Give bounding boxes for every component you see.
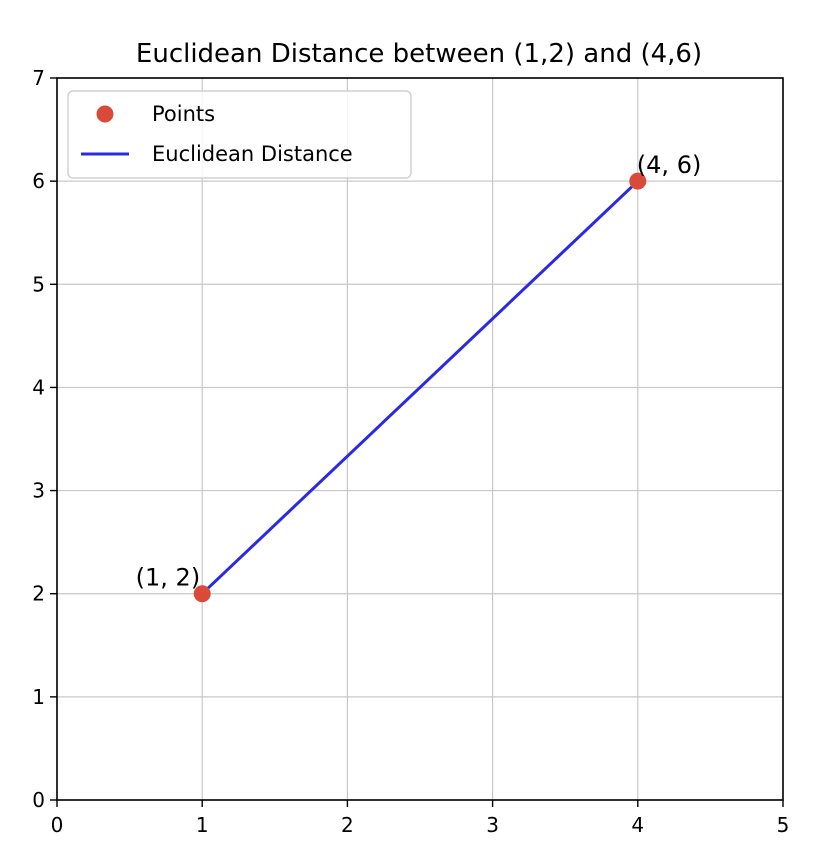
y-tick-label: 5 bbox=[32, 272, 45, 296]
y-tick-label: 0 bbox=[32, 788, 45, 812]
x-tick-label: 2 bbox=[341, 813, 354, 837]
x-tick-label: 4 bbox=[631, 813, 644, 837]
euclidean-distance-line bbox=[201, 180, 639, 595]
chart-title: Euclidean Distance between (1,2) and (4,… bbox=[136, 39, 702, 69]
y-tick-label: 6 bbox=[32, 169, 45, 193]
y-tick-label: 2 bbox=[32, 582, 45, 606]
y-tick-label: 1 bbox=[32, 685, 45, 709]
y-tick-label: 7 bbox=[32, 66, 45, 90]
x-tick-label: 1 bbox=[196, 813, 209, 837]
x-tick-label: 5 bbox=[777, 813, 790, 837]
y-tick-label: 3 bbox=[32, 479, 45, 503]
axes: 0 1 2 3 4 5 0 1 2 3 4 5 6 7 bbox=[32, 66, 789, 837]
legend: Points Euclidean Distance bbox=[67, 90, 412, 179]
plot-series bbox=[193, 172, 647, 603]
legend-points-marker bbox=[96, 105, 114, 123]
x-tick-label: 3 bbox=[486, 813, 499, 837]
plot-frame bbox=[56, 77, 784, 801]
x-tick-label: 0 bbox=[51, 813, 64, 837]
point-annotation: (1, 2) bbox=[136, 564, 201, 592]
y-tick-label: 4 bbox=[32, 375, 45, 399]
legend-box bbox=[67, 90, 412, 179]
point-annotation: (4, 6) bbox=[637, 151, 702, 179]
legend-label: Points bbox=[152, 102, 215, 126]
data-point bbox=[193, 585, 211, 603]
point-annotations: (1, 2) (4, 6) bbox=[136, 151, 702, 592]
legend-label: Euclidean Distance bbox=[152, 142, 353, 166]
grid-lines bbox=[56, 77, 784, 801]
data-point bbox=[629, 172, 647, 190]
